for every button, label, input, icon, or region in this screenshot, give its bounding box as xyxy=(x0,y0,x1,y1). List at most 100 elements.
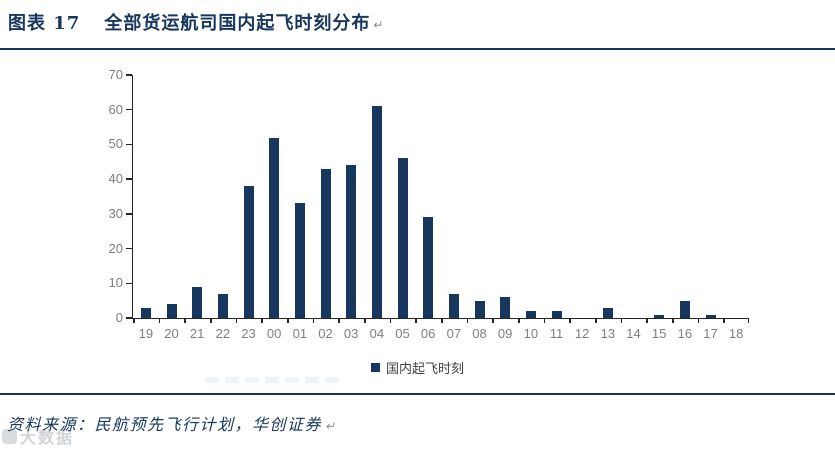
bar-05 xyxy=(397,158,408,318)
x-axis-label: 07 xyxy=(446,326,462,341)
bar-11 xyxy=(551,311,562,318)
x-axis-tick xyxy=(747,318,749,323)
x-axis-label: 09 xyxy=(497,326,513,341)
x-axis-label: 12 xyxy=(574,326,590,341)
source-note-text: 资料来源：民航预先飞行计划，华创证券 xyxy=(7,415,323,434)
x-axis-label: 21 xyxy=(189,326,205,341)
bar-13 xyxy=(602,307,613,318)
x-axis-tick xyxy=(415,318,417,323)
x-axis-tick xyxy=(543,318,546,323)
x-axis-label: 00 xyxy=(266,326,282,341)
x-axis-label: 04 xyxy=(369,326,385,341)
y-axis-label: 20 xyxy=(108,240,123,256)
x-axis-tick xyxy=(466,318,469,323)
y-axis-tick xyxy=(126,74,132,76)
x-axis-label: 23 xyxy=(241,326,256,341)
bar-23 xyxy=(243,186,254,318)
y-axis-label: 40 xyxy=(108,171,123,187)
x-axis-label: 05 xyxy=(395,326,410,341)
faint-watermark-strip xyxy=(205,377,345,383)
y-axis-label: 0 xyxy=(115,310,123,325)
bar-08 xyxy=(474,300,485,318)
x-axis-tick xyxy=(338,318,340,323)
bar-00 xyxy=(269,137,280,318)
x-axis-label: 15 xyxy=(651,326,667,341)
x-axis-label: 02 xyxy=(318,326,333,341)
y-axis-label: 70 xyxy=(108,67,123,82)
x-axis-tick xyxy=(287,318,289,323)
x-axis-label: 16 xyxy=(677,326,693,341)
x-axis-tick xyxy=(672,318,674,323)
y-axis-tick xyxy=(126,213,132,215)
x-axis-label: 18 xyxy=(728,326,744,341)
bar-04 xyxy=(371,106,382,318)
x-axis-tick xyxy=(646,318,648,323)
bar-20 xyxy=(166,304,177,318)
bar-06 xyxy=(423,217,434,318)
y-axis-tick xyxy=(126,178,132,180)
x-axis-tick xyxy=(697,318,700,323)
bar-16 xyxy=(679,300,690,318)
y-axis-tick xyxy=(126,108,132,111)
x-axis-label: 08 xyxy=(472,326,487,341)
y-axis-tick xyxy=(126,282,132,285)
x-axis-label: 19 xyxy=(138,326,154,341)
x-axis-label: 13 xyxy=(600,326,616,341)
x-axis-tick xyxy=(518,318,520,323)
watermark-text: 大数据 xyxy=(20,430,75,447)
x-axis-tick xyxy=(235,318,238,323)
x-axis-label: 17 xyxy=(703,326,718,341)
x-axis-tick xyxy=(620,318,623,323)
x-axis-tick xyxy=(389,318,392,323)
x-axis-label: 20 xyxy=(164,326,179,341)
figure-title-text: 全部货运航司国内起飞时刻分布 xyxy=(104,13,371,34)
x-axis-label: 11 xyxy=(549,326,564,341)
x-axis-tick xyxy=(312,318,315,323)
x-axis-tick xyxy=(723,318,725,323)
x-axis-label: 14 xyxy=(626,326,641,341)
y-axis-label: 10 xyxy=(108,275,123,291)
source-note: 资料来源：民航预先飞行计划，华创证券 ↵ xyxy=(7,411,337,435)
bar-19 xyxy=(140,307,151,318)
bar-02 xyxy=(320,168,331,318)
bar-07 xyxy=(448,293,459,318)
plot-area: 0 10 20 30 40 50 60 70 19 20 21 22 23 00 01 02 03 04 05 06 0… xyxy=(109,68,749,341)
y-axis-tick xyxy=(126,247,132,250)
y-axis-label: 60 xyxy=(108,101,123,117)
x-axis-tick xyxy=(210,318,212,323)
watermark-logo-icon xyxy=(2,428,17,444)
x-axis-tick xyxy=(261,318,263,323)
x-axis-tick xyxy=(441,318,443,323)
figure-number: 图表 17 xyxy=(8,13,81,34)
y-axis-tick xyxy=(126,143,132,146)
x-axis-label: 03 xyxy=(343,326,359,341)
paragraph-mark-icon: ↵ xyxy=(373,18,385,32)
bar-09 xyxy=(500,297,511,318)
x-axis-tick xyxy=(595,318,597,323)
y-axis-tick xyxy=(126,317,132,319)
bar-01 xyxy=(294,203,305,318)
x-axis-tick xyxy=(158,318,161,323)
bottom-divider-rule xyxy=(0,393,835,395)
legend-label: 国内起飞时刻 xyxy=(385,361,464,376)
top-divider-rule xyxy=(0,48,835,50)
y-axis-label: 50 xyxy=(108,136,123,152)
y-axis-label: 30 xyxy=(108,205,123,221)
x-axis-tick xyxy=(133,318,135,323)
paragraph-mark-icon: ↵ xyxy=(325,419,337,433)
bar-21 xyxy=(192,286,203,318)
figure-title: 图表 17 全部货运航司国内起飞时刻分布 ↵ xyxy=(8,9,384,35)
bar-15 xyxy=(654,314,665,318)
bar-03 xyxy=(346,165,357,318)
x-axis-label: 10 xyxy=(523,326,539,341)
x-axis-label: 22 xyxy=(215,326,231,341)
bar-17 xyxy=(705,314,716,318)
x-axis-label: 06 xyxy=(420,326,436,341)
legend-swatch xyxy=(370,363,380,372)
x-axis-tick xyxy=(492,318,494,323)
chart-legend: 国内起飞时刻 xyxy=(0,358,835,377)
watermark: 大数据 xyxy=(2,424,74,448)
x-axis-tick xyxy=(569,318,571,323)
x-axis-tick xyxy=(364,318,366,323)
bar-22 xyxy=(217,293,228,318)
